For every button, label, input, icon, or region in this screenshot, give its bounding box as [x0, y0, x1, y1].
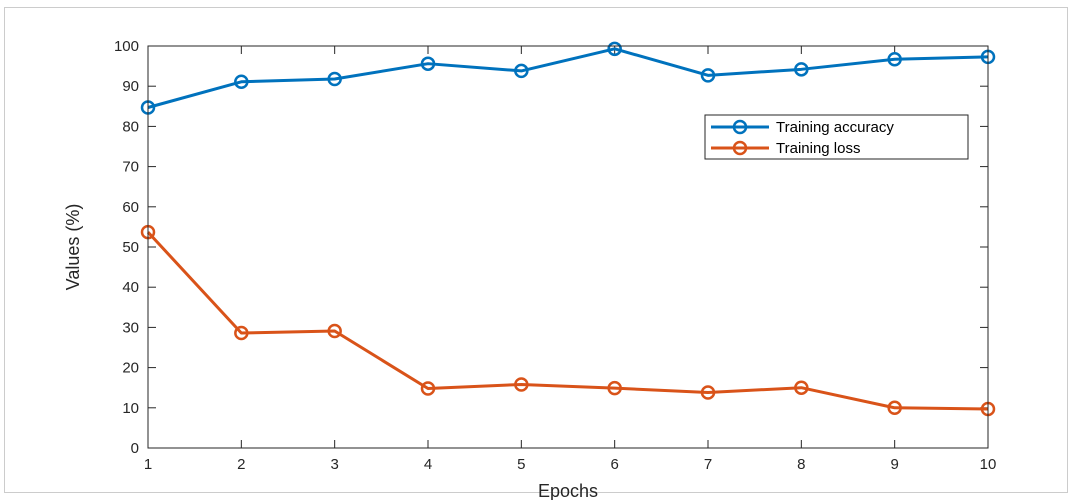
data-point-training-accuracy	[420, 56, 436, 71]
data-point-training-loss	[887, 400, 902, 416]
y-tick-label: 50	[122, 239, 139, 256]
legend-marker-training-loss	[732, 140, 748, 156]
y-tick-label: 80	[122, 118, 139, 135]
series-layer	[140, 41, 996, 417]
x-tick-label: 1	[144, 456, 152, 473]
plot-area	[148, 46, 988, 448]
data-point-training-accuracy	[234, 74, 249, 90]
x-tick-labels: 1 2 3 4 5 6 7 8 9 10	[144, 456, 997, 473]
y-tick-label: 40	[122, 279, 139, 296]
y-tick-labels: 0 10 20 30 40 50 60 70 80 90 100	[114, 38, 139, 457]
x-tick-label: 4	[424, 456, 432, 473]
data-point-training-loss	[607, 380, 622, 396]
data-point-training-accuracy	[514, 63, 529, 79]
y-tick-label: 20	[122, 360, 139, 377]
data-point-training-loss	[234, 325, 249, 341]
x-tick-label: 8	[797, 456, 805, 473]
series-line-training-loss	[146, 231, 989, 411]
y-tick-label: 60	[122, 199, 139, 216]
y-tick-label: 0	[131, 440, 139, 457]
legend-label-training-accuracy: Training accuracy	[776, 119, 894, 136]
x-axis-title: Epochs	[538, 481, 598, 500]
series-training-accuracy	[140, 41, 996, 115]
y-tick-label: 100	[114, 38, 139, 55]
series-line-training-accuracy	[147, 47, 989, 109]
data-point-training-accuracy	[794, 62, 809, 77]
y-axis-title: Values (%)	[63, 204, 83, 291]
y-tick-label: 10	[122, 400, 139, 417]
x-tick-label: 7	[704, 456, 712, 473]
x-tick-label: 6	[610, 456, 618, 473]
data-point-training-loss	[794, 380, 809, 395]
data-point-training-loss	[420, 381, 436, 396]
x-tick-label: 2	[237, 456, 245, 473]
legend-marker-training-accuracy	[732, 119, 748, 135]
data-point-training-loss	[514, 377, 529, 392]
y-tick-label: 90	[122, 78, 139, 95]
data-point-training-accuracy	[700, 68, 716, 83]
series-training-loss	[140, 224, 996, 417]
y-tick-label: 70	[122, 159, 139, 176]
legend: Training accuracy Training loss	[704, 114, 969, 160]
x-tick-label: 5	[517, 456, 525, 473]
data-point-training-accuracy	[327, 71, 342, 87]
x-tick-label: 3	[330, 456, 338, 473]
axes-box	[147, 45, 989, 449]
data-point-training-accuracy	[887, 52, 902, 67]
x-tick-label: 10	[980, 456, 997, 473]
data-point-training-loss	[700, 385, 716, 400]
ticks-layer	[147, 45, 989, 449]
y-tick-label: 30	[122, 319, 139, 336]
legend-box	[704, 114, 969, 160]
x-tick-label: 9	[890, 456, 898, 473]
data-point-training-loss	[327, 323, 342, 339]
legend-label-training-loss: Training loss	[776, 140, 860, 157]
data-point-training-accuracy	[607, 41, 622, 57]
